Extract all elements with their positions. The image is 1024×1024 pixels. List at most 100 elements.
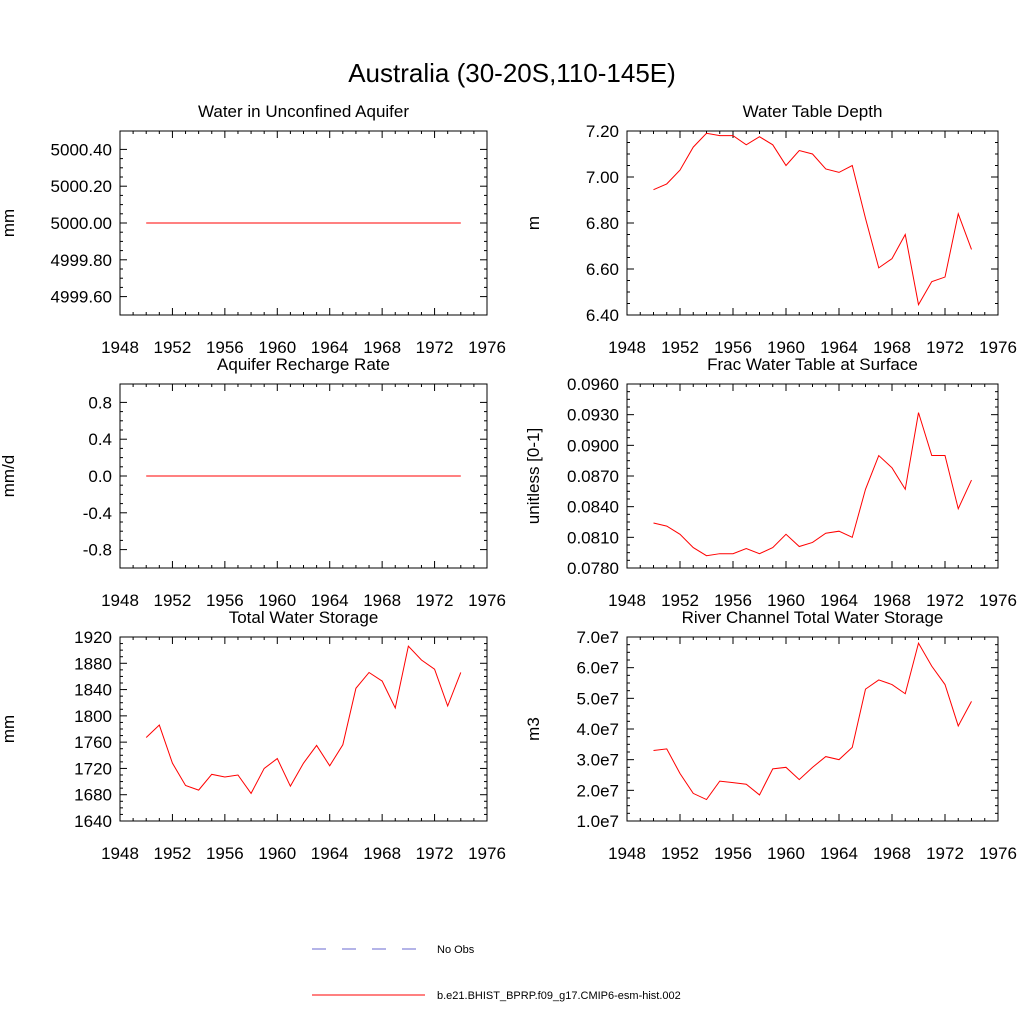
x-tick-label: 1964 bbox=[311, 591, 349, 610]
x-tick-label: 1952 bbox=[661, 591, 699, 610]
x-tick-label: 1960 bbox=[767, 591, 805, 610]
panel-title: Water in Unconfined Aquifer bbox=[198, 102, 409, 121]
y-axis-label: m3 bbox=[524, 717, 543, 741]
y-axis-label: mm bbox=[0, 209, 18, 237]
y-tick-label: 0.0840 bbox=[567, 498, 619, 517]
x-tick-label: 1976 bbox=[468, 844, 506, 863]
y-tick-label: 4999.80 bbox=[51, 251, 112, 270]
x-tick-label: 1976 bbox=[979, 844, 1017, 863]
chart-panel-4: Total Water Storage mm 1948 1952 1956 1960 196… bbox=[0, 608, 506, 863]
y-tick-label: 6.0e7 bbox=[576, 659, 619, 678]
y-tick-label: 0.0 bbox=[88, 467, 112, 486]
y-tick-label: 0.8 bbox=[88, 393, 112, 412]
y-tick-label: 1800 bbox=[74, 707, 112, 726]
x-tick-label: 1968 bbox=[363, 591, 401, 610]
x-tick-label: 1960 bbox=[258, 591, 296, 610]
x-tick-label: 1956 bbox=[206, 338, 244, 357]
y-tick-label: 2.0e7 bbox=[576, 781, 619, 800]
legend-label-model: b.e21.BHIST_BPRP.f09_g17.CMIP6-esm-hist.… bbox=[437, 990, 681, 1002]
y-axis-label: mm bbox=[0, 715, 18, 743]
y-tick-label: 0.0930 bbox=[567, 406, 619, 425]
x-tick-label: 1968 bbox=[873, 844, 911, 863]
x-tick-label: 1956 bbox=[206, 844, 244, 863]
legend-label-no-obs: No Obs bbox=[437, 944, 475, 956]
y-tick-label: 0.0780 bbox=[567, 559, 619, 578]
plot-frame bbox=[119, 636, 488, 822]
x-tick-label: 1972 bbox=[926, 591, 964, 610]
x-tick-label: 1952 bbox=[661, 844, 699, 863]
x-tick-label: 1964 bbox=[820, 591, 858, 610]
figure-title: Australia (30-20S,110-145E) bbox=[348, 58, 676, 88]
y-tick-label: 0.0810 bbox=[567, 528, 619, 547]
y-tick-label: 1760 bbox=[74, 733, 112, 752]
plot-frame bbox=[626, 383, 999, 569]
x-tick-label: 1956 bbox=[714, 338, 752, 357]
panels: Water in Unconfined Aquifer mm 1948 1952 195… bbox=[0, 102, 1017, 863]
y-tick-label: 3.0e7 bbox=[576, 751, 619, 770]
panel-title: River Channel Total Water Storage bbox=[682, 608, 944, 627]
x-tick-label: 1948 bbox=[101, 591, 139, 610]
series-line-0 bbox=[653, 641, 972, 801]
x-tick-label: 1948 bbox=[101, 844, 139, 863]
y-tick-label: 1720 bbox=[74, 759, 112, 778]
y-tick-label: 7.0e7 bbox=[576, 628, 619, 647]
y-tick-label: 4999.60 bbox=[51, 288, 112, 307]
y-tick-label: 4.0e7 bbox=[576, 720, 619, 739]
y-tick-label: -0.8 bbox=[83, 541, 112, 560]
x-tick-label: 1968 bbox=[363, 844, 401, 863]
y-tick-label: 1.0e7 bbox=[576, 812, 619, 831]
plot-frame bbox=[626, 130, 999, 316]
x-tick-label: 1964 bbox=[820, 338, 858, 357]
y-tick-label: 0.4 bbox=[88, 430, 112, 449]
x-tick-label: 1960 bbox=[258, 338, 296, 357]
y-tick-label: -0.4 bbox=[83, 504, 112, 523]
x-tick-label: 1952 bbox=[154, 844, 192, 863]
x-tick-label: 1960 bbox=[258, 844, 296, 863]
x-tick-label: 1972 bbox=[416, 844, 454, 863]
y-tick-label: 1640 bbox=[74, 812, 112, 831]
x-tick-label: 1972 bbox=[416, 338, 454, 357]
chart-panel-3: Frac Water Table at Surface unitless [0-1… bbox=[524, 355, 1017, 610]
panel-title: Aquifer Recharge Rate bbox=[217, 355, 390, 374]
x-tick-label: 1948 bbox=[608, 844, 646, 863]
y-tick-label: 0.0960 bbox=[567, 375, 619, 394]
x-tick-label: 1968 bbox=[363, 338, 401, 357]
x-tick-label: 1960 bbox=[767, 844, 805, 863]
y-tick-label: 1840 bbox=[74, 681, 112, 700]
y-tick-label: 6.80 bbox=[586, 214, 619, 233]
y-tick-label: 0.0900 bbox=[567, 436, 619, 455]
x-tick-label: 1948 bbox=[101, 338, 139, 357]
y-tick-label: 7.00 bbox=[586, 168, 619, 187]
x-tick-label: 1964 bbox=[311, 844, 349, 863]
x-tick-label: 1956 bbox=[714, 591, 752, 610]
series-line-0 bbox=[653, 412, 972, 557]
chart-panel-0: Water in Unconfined Aquifer mm 1948 1952 195… bbox=[0, 102, 506, 357]
x-tick-label: 1948 bbox=[608, 338, 646, 357]
x-tick-label: 1948 bbox=[608, 591, 646, 610]
y-tick-label: 1680 bbox=[74, 786, 112, 805]
panel-title: Water Table Depth bbox=[743, 102, 883, 121]
plot-frame bbox=[626, 636, 999, 822]
y-axis-label: m bbox=[524, 216, 543, 230]
x-tick-label: 1972 bbox=[926, 338, 964, 357]
y-tick-label: 5000.40 bbox=[51, 140, 112, 159]
x-tick-label: 1964 bbox=[311, 338, 349, 357]
legend: No Obs b.e21.BHIST_BPRP.f09_g17.CMIP6-es… bbox=[312, 944, 681, 1002]
series-line-0 bbox=[145, 645, 462, 795]
x-tick-label: 1976 bbox=[979, 591, 1017, 610]
x-tick-label: 1960 bbox=[767, 338, 805, 357]
y-tick-label: 5000.00 bbox=[51, 214, 112, 233]
x-tick-label: 1968 bbox=[873, 338, 911, 357]
x-tick-label: 1964 bbox=[820, 844, 858, 863]
y-tick-label: 5.0e7 bbox=[576, 689, 619, 708]
chart-panel-2: Aquifer Recharge Rate mm/d 1948 1952 1956 196… bbox=[0, 355, 506, 610]
x-tick-label: 1976 bbox=[468, 591, 506, 610]
y-axis-label: unitless [0-1] bbox=[524, 428, 543, 524]
x-tick-label: 1956 bbox=[714, 844, 752, 863]
y-tick-label: 6.40 bbox=[586, 306, 619, 325]
y-tick-label: 6.60 bbox=[586, 260, 619, 279]
y-tick-label: 1880 bbox=[74, 654, 112, 673]
chart-panel-5: River Channel Total Water Storage m3 1948 1… bbox=[524, 608, 1017, 863]
x-tick-label: 1968 bbox=[873, 591, 911, 610]
